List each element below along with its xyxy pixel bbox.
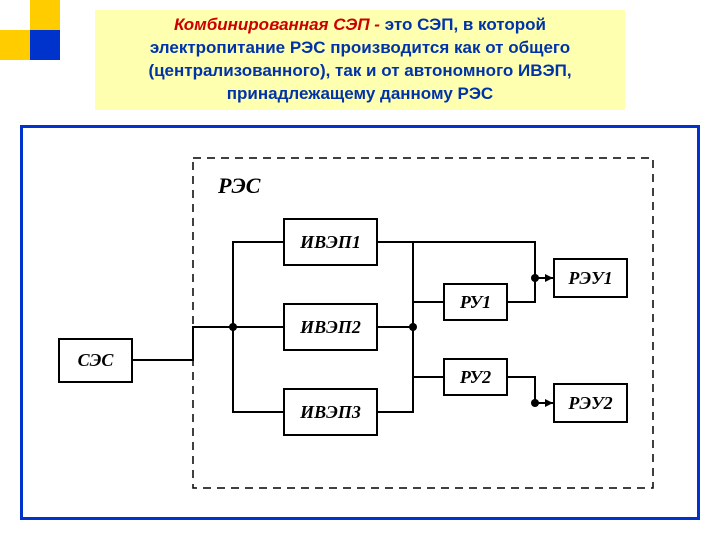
group-label-res: РЭС	[218, 173, 260, 199]
header-lead: Комбинированная СЭП -	[174, 15, 385, 34]
corner-accent	[0, 0, 70, 70]
node-reu1: РЭУ1	[553, 258, 628, 298]
node-ivep2: ИВЭП2	[283, 303, 378, 351]
node-ru2: РУ2	[443, 358, 508, 396]
header-text: Комбинированная СЭП - это СЭП, в которой…	[105, 14, 615, 106]
node-ivep3: ИВЭП3	[283, 388, 378, 436]
node-ivep1: ИВЭП1	[283, 218, 378, 266]
node-ru1: РУ1	[443, 283, 508, 321]
node-ses: СЭС	[58, 338, 133, 383]
diagram-frame: РЭС СЭС ИВЭП1 ИВЭП2 ИВЭП3 РУ1 РУ2 РЭУ1 Р…	[20, 125, 700, 520]
header-box: Комбинированная СЭП - это СЭП, в которой…	[95, 10, 625, 110]
node-reu2: РЭУ2	[553, 383, 628, 423]
